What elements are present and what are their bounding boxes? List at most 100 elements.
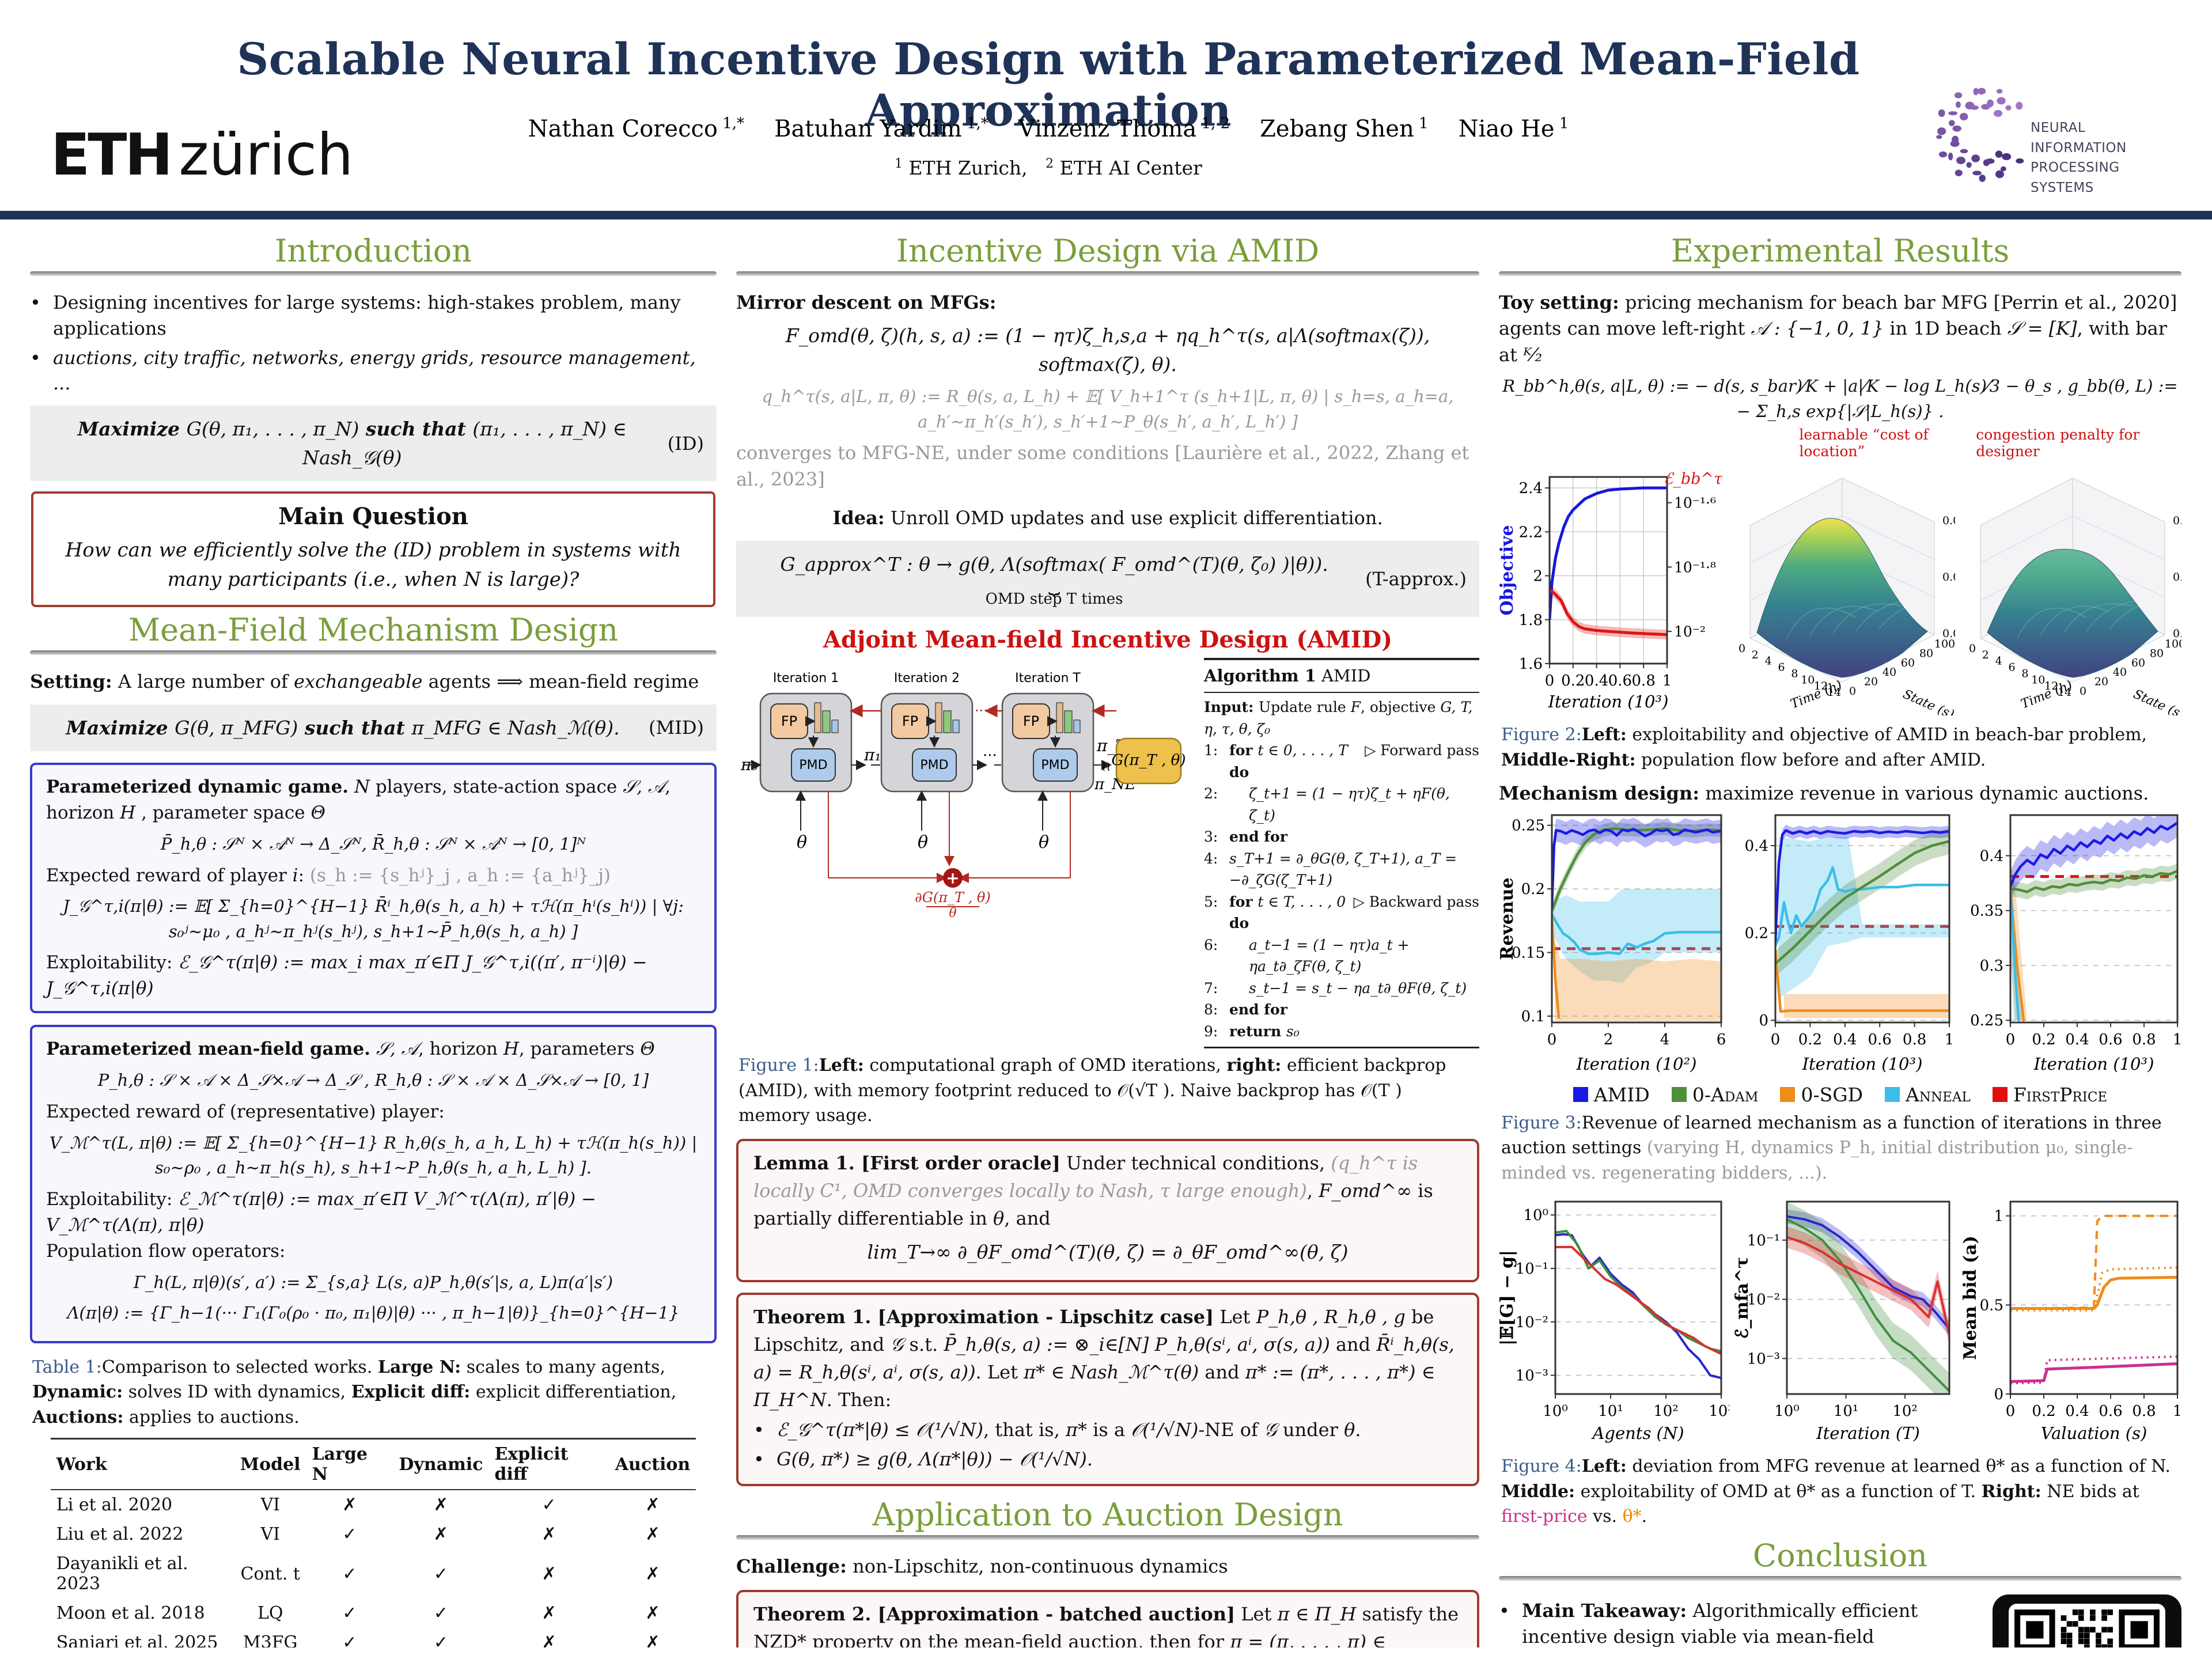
text-segment: such that xyxy=(298,716,412,739)
svg-text:0: 0 xyxy=(1545,672,1555,690)
underbrace-icon: ⏟ xyxy=(1048,573,1060,596)
svg-text:Iteration (10²): Iteration (10²) xyxy=(1576,1054,1697,1074)
legend-swatch xyxy=(1573,1087,1588,1103)
text-segment: and xyxy=(1330,1334,1377,1356)
svg-text:Revenue: Revenue xyxy=(1499,877,1517,960)
legend-swatch xyxy=(1780,1087,1796,1103)
text-segment: such that xyxy=(359,418,473,441)
text-segment: Dynamic: xyxy=(32,1382,123,1402)
surface-svg: 024681012140204060801000.000.010.02Time … xyxy=(1969,478,2181,722)
eth-logo-bold: ETH xyxy=(51,121,173,188)
text-segment: π* xyxy=(1065,1419,1087,1441)
annotation-cost-of-location: learnable “cost of location” xyxy=(1799,426,1929,460)
text-segment: Comparison to selected works. xyxy=(101,1357,378,1377)
text-segment: -NE of xyxy=(1198,1419,1264,1441)
fig3-revenue-chart-2: 0 0.2 0.4 0.6 0.8 1 0 0.2 0.4 Iteration (10³) xyxy=(1734,807,1957,1080)
author: Niao He 1 xyxy=(1458,115,1569,143)
theorem1-text: Theorem 1. [Approximation - Lipschitz ca… xyxy=(753,1303,1462,1414)
iteration-block-T: FP PMD xyxy=(1001,692,1094,792)
text-segment: Table 1: xyxy=(32,1357,102,1377)
svg-text:80: 80 xyxy=(1919,647,1933,660)
text-segment: maximize revenue in various dynamic auct… xyxy=(1699,782,2149,805)
svg-text:G(π_T , θ): G(π_T , θ) xyxy=(1112,752,1185,769)
neurips-swirl-icon xyxy=(1936,88,2024,182)
text-segment: Revenue of learned mechanism as a functi… xyxy=(1501,1112,2162,1158)
figure4: 10⁰ 10¹ 10² 10³ 10⁰ 10⁻¹ 10⁻² 10⁻³ Agents (N) |𝔼[… xyxy=(1499,1194,2181,1449)
neurips-text-line1: NEURAL INFORMATION xyxy=(2031,120,2127,156)
beach-bar-annotations: learnable “cost of location” congestion … xyxy=(1499,426,2181,460)
convergence-note: converges to MFG-NE, under some conditio… xyxy=(736,442,1469,490)
svg-text:100: 100 xyxy=(1934,638,1955,650)
text-segment: , xyxy=(1306,1179,1319,1202)
svg-text:0: 0 xyxy=(1759,1012,1768,1029)
text-segment: Input: xyxy=(1204,699,1259,716)
svg-text:Iteration T: Iteration T xyxy=(1015,671,1081,685)
setting-line: Setting: A large number of exchangeable … xyxy=(30,669,717,695)
text-segment: 𝒮, 𝒜 xyxy=(370,1039,418,1060)
svg-text:20: 20 xyxy=(2094,676,2108,688)
table-header: Work xyxy=(50,1438,234,1490)
svg-text:8: 8 xyxy=(2021,668,2028,680)
svg-text:PMD: PMD xyxy=(799,758,827,772)
eth-zurich-logo: ETH zürich xyxy=(51,121,353,188)
text-segment: Designing incentives for large systems: … xyxy=(53,291,681,339)
gradient-sum-icon xyxy=(943,868,963,888)
figure2-caption: Figure 2:Left: exploitability and object… xyxy=(1501,722,2179,772)
text-segment: 𝒢 xyxy=(1263,1419,1277,1441)
svg-text:θ: θ xyxy=(797,832,807,853)
theorem2-text: Theorem 2. [Approximation - batched auct… xyxy=(753,1600,1462,1647)
text-segment: F_omd^∞ xyxy=(1319,1179,1412,1202)
svg-text:20: 20 xyxy=(1864,676,1878,688)
svg-text:0.02: 0.02 xyxy=(2173,514,2181,527)
svg-text:40: 40 xyxy=(2113,666,2127,679)
chart-svg: 0 0.2 0.4 0.6 0.8 1 1.6 1.8 2 2.2 2.4 10⁻¹·⁶ 10⁻¹·⁸ 1… xyxy=(1499,470,1723,711)
bullet-icon: • xyxy=(753,1419,764,1441)
svg-text:0.6: 0.6 xyxy=(2099,1031,2122,1048)
left-column: Introduction • Designing incentives for l… xyxy=(30,229,717,1647)
svg-text:0.2: 0.2 xyxy=(2032,1031,2055,1048)
text-segment: P̄_h,θ(s, a) := ⊗_i∈[N] P_h,θ(sⁱ, aⁱ, σ(… xyxy=(944,1334,1330,1356)
svg-text:10⁻²: 10⁻² xyxy=(1747,1291,1780,1309)
svg-text:0: 0 xyxy=(2006,1403,2016,1420)
fig2-exploitability-objective-chart: 0 0.2 0.4 0.6 0.8 1 1.6 1.8 2 2.2 2.4 10⁻¹·⁶ 10⁻¹·⁸ 1… xyxy=(1499,468,1725,718)
svg-text:0.01: 0.01 xyxy=(1942,571,1955,584)
population-flow-eq2: Λ(π|θ) := {Γ_h−1(··· Γ₁(Γ₀(ρ₀ · π₀, π₁|θ… xyxy=(67,1303,680,1323)
chart-svg: 0 0.2 0.4 0.6 0.8 1 0.25 0.3 0.35 0.4 Iteration (1… xyxy=(1970,814,2181,1074)
id-tag: (ID) xyxy=(667,432,704,454)
algorithm-line: 2: ζ_t+1 = (1 − ητ)ζ_t + ηF(θ, ζ_t) xyxy=(1204,785,1450,824)
text-segment: agents ⟹ mean-field regime xyxy=(422,671,699,693)
svg-text:10⁻³: 10⁻³ xyxy=(1747,1351,1780,1368)
text-segment: Main Takeaway: xyxy=(1522,1599,1687,1622)
omd-computational-graph: FP PMD FP xyxy=(736,658,1195,1049)
svg-text:0.6: 0.6 xyxy=(2099,1403,2122,1420)
svg-text:Iteration 1: Iteration 1 xyxy=(773,671,839,685)
legend-swatch xyxy=(1671,1087,1687,1103)
svg-text:State (s): State (s) xyxy=(2131,687,2181,715)
text-segment: Middle-Right: xyxy=(1501,749,1636,770)
legend-item-adam: 0-Adam xyxy=(1671,1084,1758,1106)
algorithm-line: 7: s_t−1 = s_t − ηa_t∂_θF(θ, ζ_t) xyxy=(1204,979,1467,997)
intro-bullet-1: • Designing incentives for large systems:… xyxy=(30,290,717,342)
text-segment: s.t. xyxy=(903,1334,944,1356)
svg-text:∂G(π_T , θ): ∂G(π_T , θ) xyxy=(915,889,990,906)
table-row: Li et al. 2020 VI ✗ ✗ ✓ ✗ xyxy=(56,1495,660,1515)
text-segment: Lemma 1. [First order oracle] xyxy=(753,1152,1060,1174)
svg-text:6: 6 xyxy=(2009,661,2016,674)
text-segment: exchangeable xyxy=(294,671,423,693)
objective-node: G(π_T , θ) xyxy=(1112,737,1185,784)
text-segment: (s_h := {s_hʲ}_j , a_h := {a_hʲ}_j) xyxy=(309,865,611,886)
text-segment: Large N: xyxy=(377,1357,461,1377)
mechanism-design-line: Mechanism design: maximize revenue in va… xyxy=(1499,781,2181,806)
text-segment: π* := (π*, . . . , π*) ∈ Π_H^N xyxy=(753,1361,1435,1411)
legend-item-anneal: Anneal xyxy=(1885,1084,1971,1106)
text-segment: right: xyxy=(1226,1055,1282,1076)
text-segment: auctions, city traffic, networks, energy… xyxy=(53,346,696,395)
text-segment: Maximize xyxy=(66,716,175,739)
text-segment: Left: xyxy=(1581,725,1627,745)
section-rule xyxy=(736,1535,1479,1540)
text-segment: Expected reward of player xyxy=(46,865,293,886)
text-segment: (π₁, . . . , π_N) ∈ Nash_𝒢(θ) xyxy=(302,418,627,469)
text-segment: Left: xyxy=(1581,1456,1627,1477)
algorithm-line: 3: end for xyxy=(1204,828,1287,846)
text-segment: (q_h^τ is locally C¹, OMD converges loca… xyxy=(753,1152,1418,1202)
